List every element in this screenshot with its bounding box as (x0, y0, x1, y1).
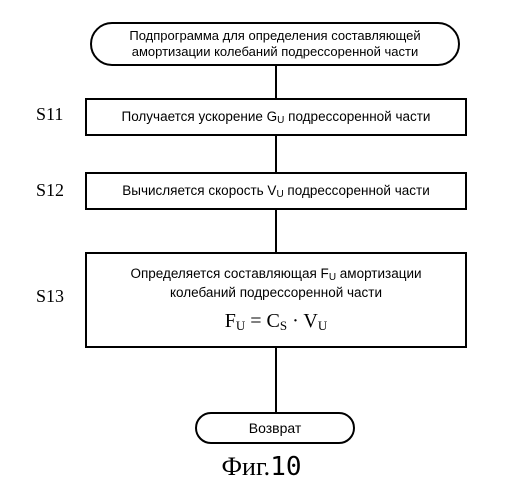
formula-V: V (303, 310, 317, 332)
caption-num: 10 (270, 452, 301, 482)
caption-pre: Фиг. (222, 452, 271, 481)
process-s13: Определяется составляющая FU амортизации… (85, 252, 467, 348)
formula-Fsub: U (236, 318, 245, 333)
formula-Vsub: U (318, 318, 327, 333)
text-post: подрессоренной части (284, 109, 430, 124)
start-terminal: Подпрограмма для определения составляюще… (90, 22, 460, 66)
process-text: Определяется составляющая FU амортизации… (97, 265, 455, 302)
formula-F: F (225, 310, 236, 332)
formula-eq: = (245, 310, 266, 332)
text-sub: U (276, 189, 283, 200)
step-label-s11: S11 (36, 104, 63, 125)
end-terminal: Возврат (195, 412, 355, 444)
text-pre: Вычисляется скорость V (122, 183, 276, 198)
process-text: Получается ускорение GU подрессоренной ч… (122, 108, 431, 127)
step-label-s13: S13 (36, 286, 64, 307)
connector (275, 66, 277, 98)
formula-C: C (267, 310, 280, 332)
flowchart-container: Подпрограмма для определения составляюще… (0, 0, 523, 500)
connector (275, 136, 277, 172)
connector (275, 210, 277, 252)
process-s11: Получается ускорение GU подрессоренной ч… (85, 98, 467, 136)
text-pre: Определяется составляющая F (130, 266, 328, 281)
connector (275, 348, 277, 412)
process-text: Вычисляется скорость VU подрессоренной ч… (122, 182, 430, 201)
process-s12: Вычисляется скорость VU подрессоренной ч… (85, 172, 467, 210)
step-label-s12: S12 (36, 180, 64, 201)
formula: FU = CS · VU (225, 308, 328, 335)
text-sub: U (329, 272, 336, 283)
end-label: Возврат (249, 420, 302, 436)
text-post: подрессоренной части (284, 183, 430, 198)
figure-caption: Фиг.10 (0, 452, 523, 482)
text-pre: Получается ускорение G (122, 109, 278, 124)
formula-dot: · (287, 310, 303, 332)
start-label: Подпрограмма для определения составляюще… (104, 28, 446, 61)
